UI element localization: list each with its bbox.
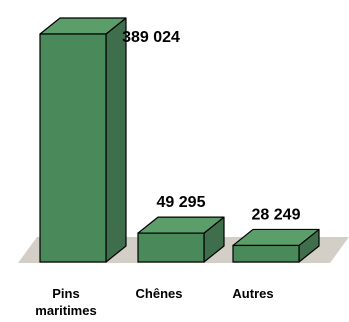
- category-label-line: Chênes: [136, 286, 183, 301]
- value-label-2: 28 249: [252, 206, 301, 223]
- category-label-line: maritimes: [35, 303, 96, 318]
- bar-1: [137, 216, 225, 263]
- bar-0: [39, 17, 127, 263]
- category-label-line: Autres: [232, 286, 273, 301]
- labels-group: 389 024 Pins maritimes 49 295 Chênes 28 249 Au…: [35, 29, 300, 318]
- category-label-1: Chênes: [136, 286, 183, 301]
- bar-side: [105, 17, 127, 263]
- bar-front: [137, 232, 205, 263]
- category-label-2: Autres: [232, 286, 273, 301]
- bar-front: [39, 33, 107, 263]
- bar-front: [232, 244, 300, 263]
- category-label-0: Pins maritimes: [35, 286, 96, 318]
- value-label-1: 49 295: [157, 194, 206, 211]
- category-label-line: Pins: [52, 286, 79, 301]
- bars-group: [39, 17, 320, 263]
- bar-2: [232, 228, 320, 263]
- value-label-0: 389 024: [122, 29, 180, 46]
